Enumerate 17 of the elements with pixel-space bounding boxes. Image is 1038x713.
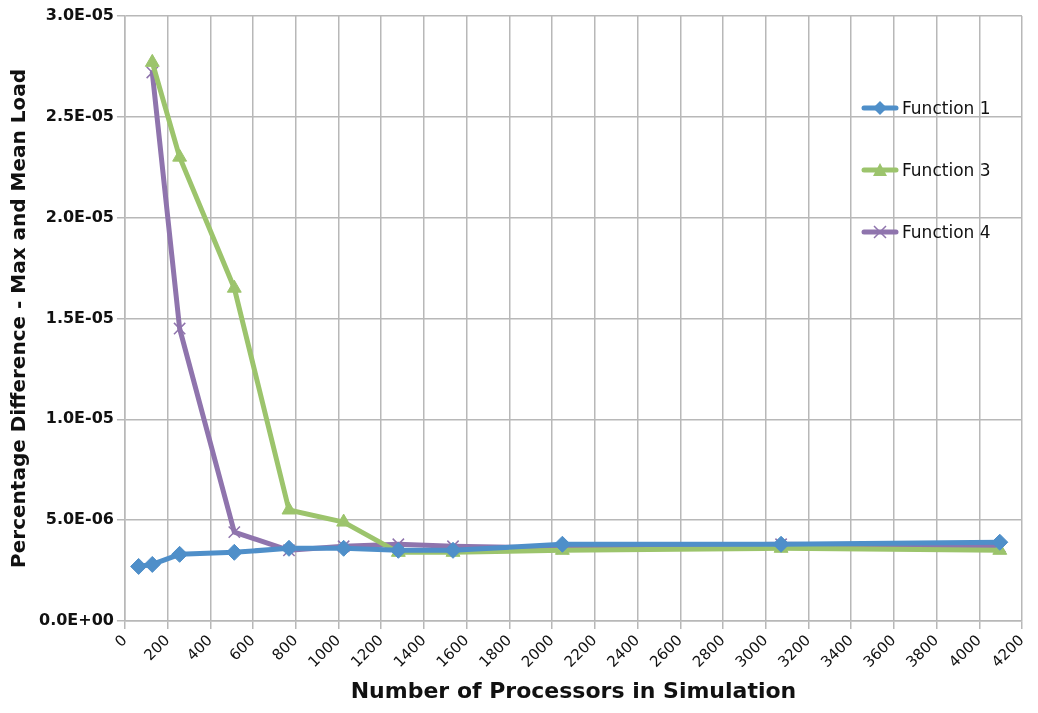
x-tick-label: 0: [111, 631, 131, 651]
y-tick-label: 0.0E+00: [38, 610, 114, 630]
legend-label: Function 1: [902, 98, 991, 118]
y-axis-title: Percentage Difference - Max and Mean Load: [6, 68, 31, 568]
x-axis-title: Number of Processors in Simulation: [350, 677, 797, 703]
x-tick-label: 400: [182, 631, 216, 665]
y-tick-label: 2.5E-05: [45, 105, 114, 125]
y-tick-label: 3.0E-05: [45, 5, 114, 25]
y-tick-label: 1.5E-05: [45, 307, 114, 327]
y-tick-label: 1.0E-05: [45, 408, 114, 428]
x-tick-label: 200: [140, 631, 174, 665]
x-tick-label: 600: [225, 631, 259, 665]
legend-label: Function 4: [902, 222, 991, 242]
y-tick-label: 5.0E-06: [45, 509, 114, 529]
legend-label: Function 3: [902, 160, 991, 180]
x-tick-label: 800: [268, 631, 302, 665]
y-tick-label: 2.0E-05: [45, 206, 114, 226]
